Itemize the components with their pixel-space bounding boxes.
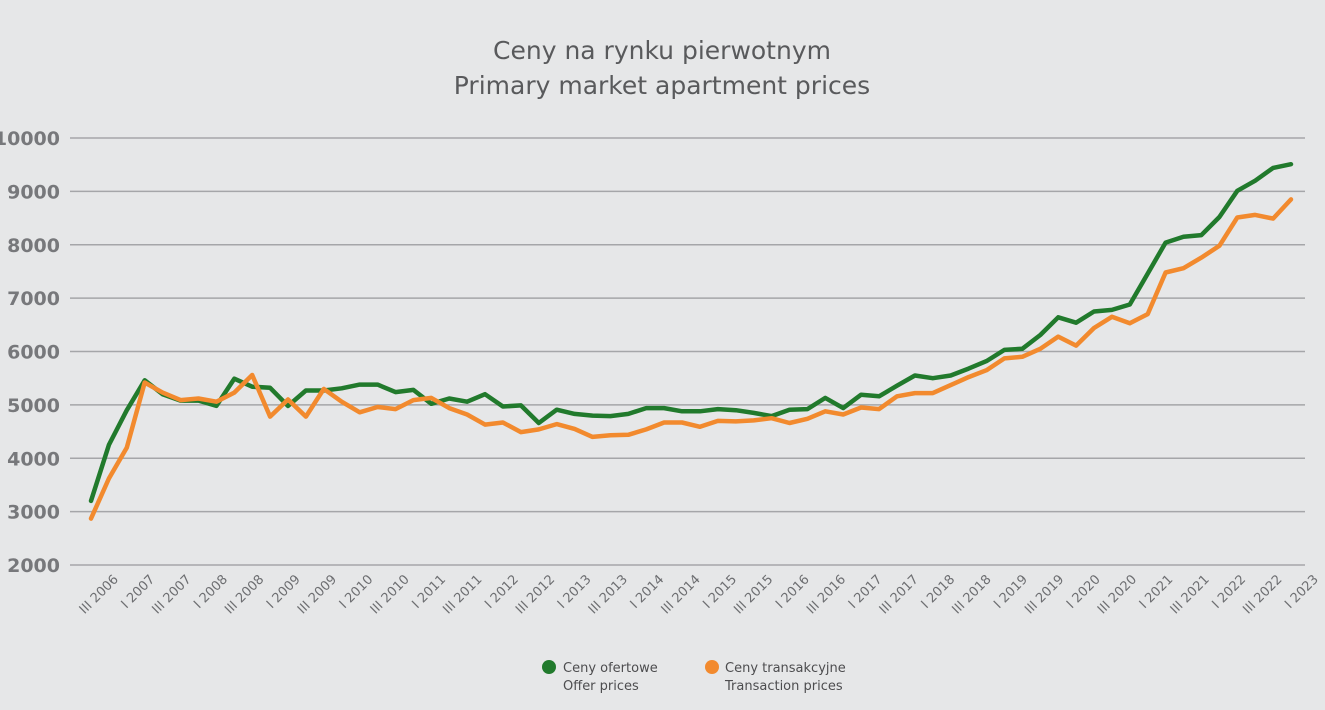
x-tick-label: III 2016 bbox=[804, 572, 849, 617]
x-tick-label: III 2006 bbox=[77, 572, 122, 617]
chart-subtitle: Primary market apartment prices bbox=[454, 71, 870, 100]
x-tick-label: III 2015 bbox=[731, 572, 776, 617]
y-tick-label: 8000 bbox=[7, 235, 60, 257]
x-tick-label: I 2023 bbox=[1282, 572, 1322, 612]
legend-label-transaction: Ceny transakcyjne bbox=[725, 661, 846, 676]
x-tick-label: III 2022 bbox=[1240, 572, 1285, 617]
series-line-transaction bbox=[88, 197, 1294, 521]
x-tick-label: III 2007 bbox=[149, 572, 194, 617]
y-tick-label: 10000 bbox=[0, 128, 60, 150]
legend-label-offer-en: Offer prices bbox=[563, 679, 639, 694]
series-lines bbox=[88, 161, 1294, 521]
x-tick-label: III 2014 bbox=[659, 572, 704, 617]
y-axis: 2000 3000 4000 5000 6000 7000 8000 9000 10000 bbox=[0, 128, 60, 577]
x-tick-label: III 2020 bbox=[1095, 572, 1140, 617]
y-tick-label: 7000 bbox=[7, 288, 60, 310]
x-tick-label: III 2010 bbox=[368, 572, 413, 617]
legend-item-transaction: Ceny transakcyjne Transaction prices bbox=[705, 660, 846, 694]
x-tick-label: III 2012 bbox=[513, 572, 558, 617]
legend-marker-transaction bbox=[705, 660, 719, 674]
legend-label-transaction-en: Transaction prices bbox=[724, 679, 843, 694]
legend-item-offer: Ceny ofertowe Offer prices bbox=[542, 660, 658, 694]
x-tick-label: III 2019 bbox=[1022, 572, 1067, 617]
y-tick-label: 6000 bbox=[7, 342, 60, 364]
x-tick-label: III 2017 bbox=[877, 572, 922, 617]
x-tick-label: III 2021 bbox=[1168, 572, 1213, 617]
y-tick-label: 5000 bbox=[7, 395, 60, 417]
x-tick-label: III 2008 bbox=[222, 572, 267, 617]
series-line-offer bbox=[88, 161, 1294, 504]
grid-lines bbox=[70, 137, 1305, 566]
x-tick-label: III 2018 bbox=[949, 572, 994, 617]
legend-label-offer: Ceny ofertowe bbox=[563, 661, 658, 676]
x-tick-label: III 2011 bbox=[440, 572, 485, 617]
x-tick-label: III 2009 bbox=[295, 572, 340, 617]
x-tick-label: III 2013 bbox=[586, 572, 631, 617]
y-tick-label: 9000 bbox=[7, 181, 60, 203]
legend: Ceny ofertowe Offer prices Ceny transakc… bbox=[542, 660, 846, 694]
chart-title: Ceny na rynku pierwotnym bbox=[493, 36, 831, 65]
y-tick-label: 3000 bbox=[7, 502, 60, 524]
legend-marker-offer bbox=[542, 660, 556, 674]
y-tick-label: 2000 bbox=[7, 555, 60, 577]
y-tick-label: 4000 bbox=[7, 448, 60, 470]
